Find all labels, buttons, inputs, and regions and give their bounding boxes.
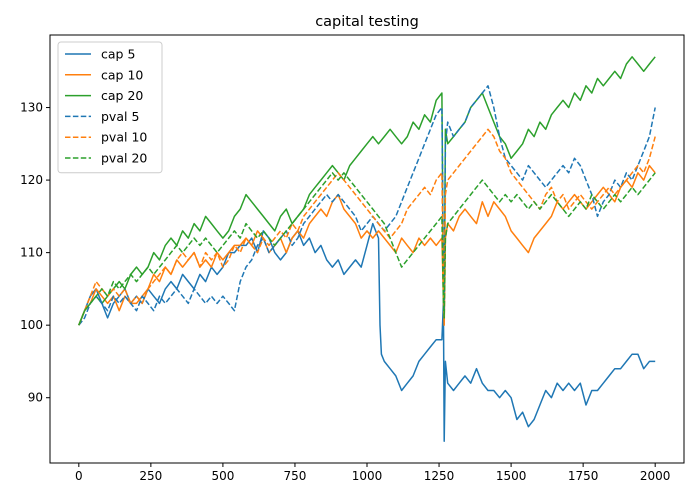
- series-line-pval-5: [78, 85, 656, 326]
- series-line-pval-20: [78, 172, 656, 326]
- x-tick-label: 2000: [640, 469, 671, 483]
- x-tick-label: 500: [211, 469, 234, 483]
- x-tick-label: 0: [75, 469, 83, 483]
- legend-label: cap 5: [101, 47, 135, 62]
- y-tick-label: 90: [28, 391, 43, 405]
- series-line-cap-20: [78, 56, 656, 326]
- series-line-pval-10: [78, 128, 656, 326]
- series-layer: [78, 56, 656, 442]
- legend-label: pval 10: [101, 130, 147, 145]
- x-tick-label: 250: [139, 469, 162, 483]
- x-tick-label: 1250: [424, 469, 455, 483]
- x-tick-label: 750: [284, 469, 307, 483]
- y-tick-label: 110: [20, 246, 43, 260]
- chart-title: capital testing: [315, 14, 419, 30]
- x-axis: 0 250 500 750 1000 1250 1500 1750 2000: [75, 463, 670, 483]
- x-tick-label: 1750: [568, 469, 599, 483]
- y-tick-label: 100: [20, 318, 43, 332]
- series-line-cap-10: [78, 164, 656, 326]
- y-tick-label: 130: [20, 101, 43, 115]
- x-tick-label: 1500: [496, 469, 527, 483]
- y-axis: 90 100 110 120 130: [20, 101, 50, 405]
- legend: cap 5 cap 10 cap 20 pval 5 pval 10 pval 20: [57, 41, 163, 174]
- y-tick-label: 120: [20, 173, 43, 187]
- x-tick-label: 1000: [352, 469, 383, 483]
- legend-label: pval 20: [101, 151, 147, 166]
- legend-label: pval 5: [101, 109, 139, 124]
- legend-label: cap 20: [101, 88, 143, 103]
- series-line-cap-5: [78, 222, 656, 442]
- legend-label: cap 10: [101, 67, 143, 82]
